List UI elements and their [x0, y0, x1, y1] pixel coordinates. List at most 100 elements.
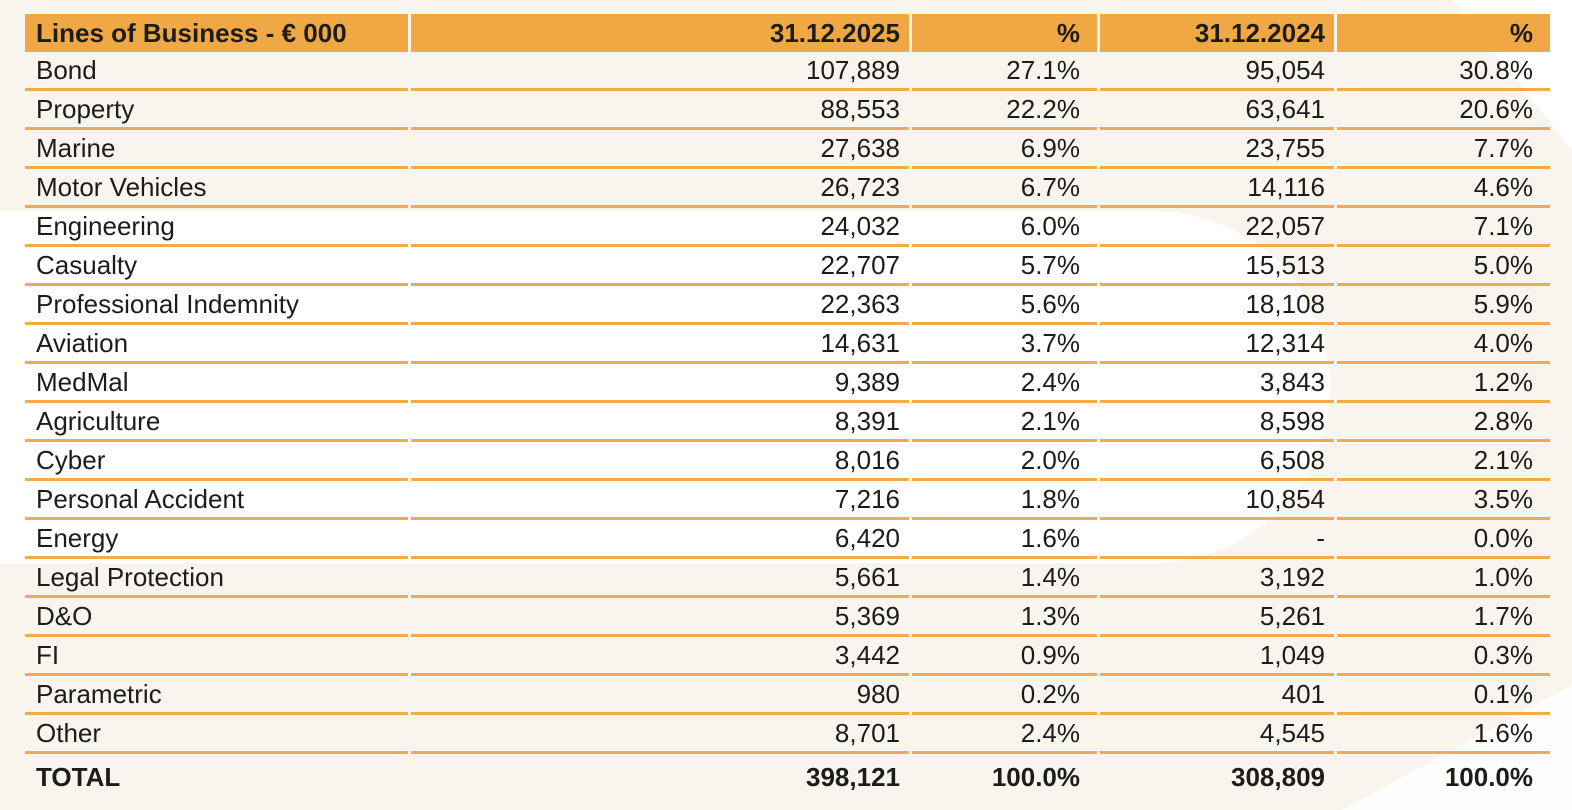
share-2024: 5.0% [1337, 247, 1550, 286]
row-label: Casualty [25, 247, 408, 286]
value-2024: 12,314 [1100, 325, 1334, 364]
share-2024: 30.8% [1337, 52, 1550, 91]
value-2024: - [1100, 520, 1334, 559]
table-row: Agriculture 8,391 2.1% 8,598 2.8% [25, 403, 1550, 442]
table-row: Other 8,701 2.4% 4,545 1.6% [25, 715, 1550, 754]
share-2024: 0.3% [1337, 637, 1550, 676]
value-2025: 980 [411, 676, 909, 715]
row-label: Aviation [25, 325, 408, 364]
table-row: Bond 107,889 27.1% 95,054 30.8% [25, 52, 1550, 91]
total-row-label: TOTAL [36, 762, 121, 792]
share-2025: 1.4% [912, 559, 1097, 598]
value-2025: 14,631 [411, 325, 909, 364]
value-2025: 3,442 [411, 637, 909, 676]
share-2024: 1.6% [1337, 715, 1550, 754]
share-2025: 22.2% [912, 91, 1097, 130]
share-2024: 0.0% [1337, 520, 1550, 559]
value-2024: 4,545 [1100, 715, 1334, 754]
value-2024: 5,261 [1100, 598, 1334, 637]
share-2025: 2.4% [912, 364, 1097, 403]
value-2025: 6,420 [411, 520, 909, 559]
total-value-2024: 308,809 [1231, 762, 1325, 792]
value-2024: 95,054 [1100, 52, 1334, 91]
share-2025: 3.7% [912, 325, 1097, 364]
row-label: Legal Protection [25, 559, 408, 598]
share-2024: 5.9% [1337, 286, 1550, 325]
col-header-percent-2025: % [912, 14, 1097, 52]
header-row: Lines of Business - € 000 31.12.2025 % 3… [25, 14, 1550, 52]
share-2025: 1.6% [912, 520, 1097, 559]
value-2025: 24,032 [411, 208, 909, 247]
row-label: Energy [25, 520, 408, 559]
total-value-2025: 398,121 [806, 762, 900, 792]
lines-of-business-table: Lines of Business - € 000 31.12.2025 % 3… [22, 14, 1553, 800]
value-2025: 107,889 [411, 52, 909, 91]
share-2024: 0.1% [1337, 676, 1550, 715]
table-row: Aviation 14,631 3.7% 12,314 4.0% [25, 325, 1550, 364]
value-2025: 26,723 [411, 169, 909, 208]
share-2024: 4.0% [1337, 325, 1550, 364]
row-label: Property [25, 91, 408, 130]
row-label: Agriculture [25, 403, 408, 442]
value-2024: 10,854 [1100, 481, 1334, 520]
value-2024: 1,049 [1100, 637, 1334, 676]
share-2025: 27.1% [912, 52, 1097, 91]
row-label: Parametric [25, 676, 408, 715]
total-share-2025: 100.0% [991, 762, 1080, 792]
value-2025: 8,701 [411, 715, 909, 754]
col-header-date-2025: 31.12.2025 [411, 14, 909, 52]
share-2025: 1.3% [912, 598, 1097, 637]
value-2025: 5,369 [411, 598, 909, 637]
row-label: Motor Vehicles [25, 169, 408, 208]
share-2025: 2.4% [912, 715, 1097, 754]
value-2024: 15,513 [1100, 247, 1334, 286]
value-2024: 63,641 [1100, 91, 1334, 130]
row-label: MedMal [25, 364, 408, 403]
value-2025: 5,661 [411, 559, 909, 598]
share-2024: 4.6% [1337, 169, 1550, 208]
share-2025: 6.7% [912, 169, 1097, 208]
table-row: Engineering 24,032 6.0% 22,057 7.1% [25, 208, 1550, 247]
row-label: D&O [25, 598, 408, 637]
row-label: Professional Indemnity [25, 286, 408, 325]
table-row: Cyber 8,016 2.0% 6,508 2.1% [25, 442, 1550, 481]
value-2025: 7,216 [411, 481, 909, 520]
share-2025: 1.8% [912, 481, 1097, 520]
row-label: Marine [25, 130, 408, 169]
value-2024: 401 [1100, 676, 1334, 715]
table-row: Parametric 980 0.2% 401 0.1% [25, 676, 1550, 715]
value-2025: 22,363 [411, 286, 909, 325]
table-row: Marine 27,638 6.9% 23,755 7.7% [25, 130, 1550, 169]
table-row: Personal Accident 7,216 1.8% 10,854 3.5% [25, 481, 1550, 520]
share-2024: 20.6% [1337, 91, 1550, 130]
value-2025: 8,391 [411, 403, 909, 442]
total-row: TOTAL 398,121 100.0% 308,809 100.0% [25, 754, 1550, 800]
value-2025: 8,016 [411, 442, 909, 481]
share-2024: 7.7% [1337, 130, 1550, 169]
table-row: Professional Indemnity 22,363 5.6% 18,108 5.… [25, 286, 1550, 325]
share-2024: 1.7% [1337, 598, 1550, 637]
value-2024: 14,116 [1100, 169, 1334, 208]
row-label: Bond [25, 52, 408, 91]
share-2025: 2.1% [912, 403, 1097, 442]
table-row: Energy 6,420 1.6% -0.0% [25, 520, 1550, 559]
table-row: Casualty 22,707 5.7% 15,513 5.0% [25, 247, 1550, 286]
row-label: FI [25, 637, 408, 676]
value-2025: 22,707 [411, 247, 909, 286]
value-2025: 88,553 [411, 91, 909, 130]
background-blob-middle [0, 211, 1330, 563]
table-row: D&O 5,369 1.3% 5,261 1.7% [25, 598, 1550, 637]
table-row: FI 3,442 0.9% 1,049 0.3% [25, 637, 1550, 676]
value-2024: 23,755 [1100, 130, 1334, 169]
row-label: Cyber [25, 442, 408, 481]
value-2024: 18,108 [1100, 286, 1334, 325]
share-2025: 5.6% [912, 286, 1097, 325]
share-2025: 5.7% [912, 247, 1097, 286]
share-2025: 0.9% [912, 637, 1097, 676]
row-label: Engineering [25, 208, 408, 247]
value-2024: 22,057 [1100, 208, 1334, 247]
share-2025: 2.0% [912, 442, 1097, 481]
value-2024: 3,192 [1100, 559, 1334, 598]
row-label: Other [25, 715, 408, 754]
col-header-lines-of-business: Lines of Business - € 000 [25, 14, 408, 52]
